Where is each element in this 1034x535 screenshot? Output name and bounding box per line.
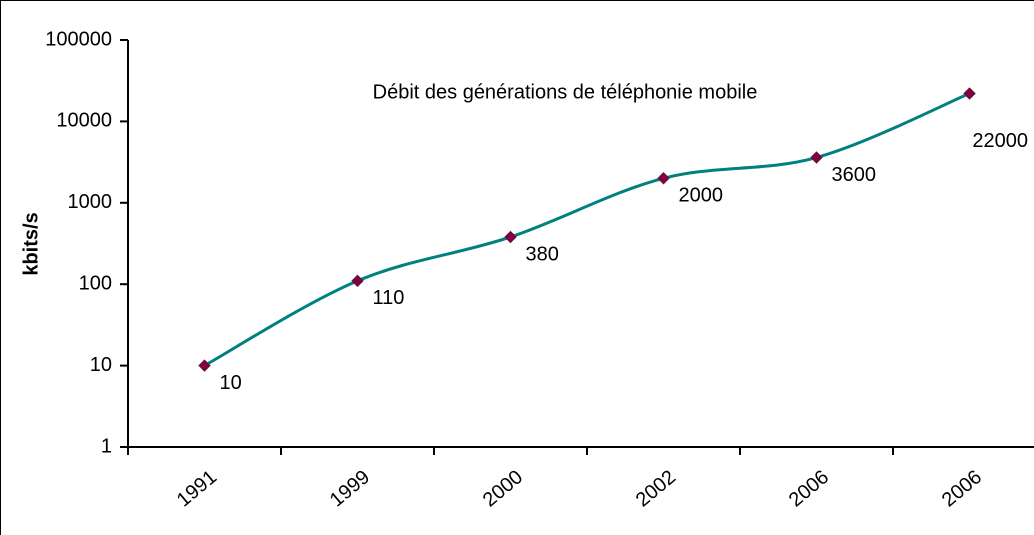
- marker: [657, 171, 670, 185]
- y-axis-label: kbits/s: [20, 212, 42, 275]
- y-tick-label: 100000: [45, 28, 112, 50]
- data-label: 2000: [679, 185, 724, 207]
- data-label: 110: [373, 287, 405, 309]
- data-label: 10: [220, 372, 242, 394]
- y-tick-label: 100: [79, 272, 112, 294]
- y-tick-label: 10000: [56, 110, 112, 132]
- chart-title: Débit des générations de téléphonie mobi…: [373, 81, 758, 103]
- y-tick-label: 10: [90, 354, 112, 376]
- marker: [963, 87, 976, 100]
- data-label: 22000: [972, 130, 1028, 152]
- data-label: 3600: [832, 164, 877, 186]
- data-label: 380: [526, 243, 559, 265]
- marker: [810, 151, 823, 164]
- marker: [504, 230, 517, 244]
- line: [203, 92, 971, 367]
- marker: [351, 274, 364, 288]
- y-tick-label: 1: [101, 435, 112, 457]
- y-tick-label: 1000: [68, 191, 113, 213]
- marker: [198, 359, 211, 372]
